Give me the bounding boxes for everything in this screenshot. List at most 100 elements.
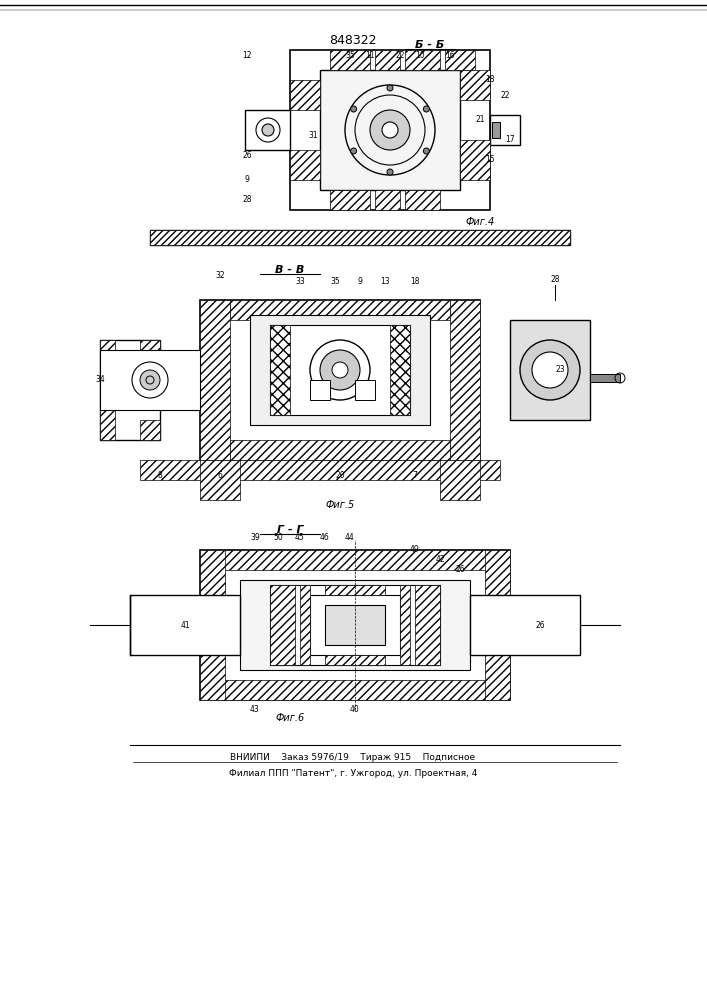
Text: 15: 15 — [485, 155, 495, 164]
Bar — [200, 300, 230, 460]
Bar — [245, 110, 290, 150]
Text: 44: 44 — [345, 532, 355, 542]
Text: 49: 49 — [410, 546, 420, 554]
Text: 8: 8 — [158, 471, 163, 480]
Circle shape — [332, 362, 348, 378]
Bar — [325, 585, 385, 595]
Bar — [330, 190, 370, 210]
Bar — [325, 655, 385, 665]
Text: Фиг.4: Фиг.4 — [465, 217, 495, 227]
Text: Фиг.5: Фиг.5 — [325, 500, 355, 510]
Text: 40: 40 — [350, 706, 360, 714]
Bar — [140, 340, 160, 360]
Text: 20: 20 — [335, 471, 345, 480]
Circle shape — [320, 350, 360, 390]
Bar — [485, 550, 510, 700]
Text: 50: 50 — [273, 532, 283, 542]
Text: 31: 31 — [308, 130, 318, 139]
Bar — [460, 140, 490, 180]
Text: 16: 16 — [445, 50, 455, 60]
Text: 26: 26 — [455, 566, 464, 574]
Bar — [470, 595, 580, 655]
Text: 9: 9 — [245, 176, 250, 184]
Bar — [490, 115, 520, 145]
Text: 43: 43 — [250, 706, 260, 714]
Bar — [100, 340, 160, 440]
Text: 17: 17 — [506, 135, 515, 144]
Bar — [200, 550, 225, 700]
Circle shape — [520, 340, 580, 400]
Text: 35: 35 — [330, 277, 340, 286]
Bar — [200, 550, 510, 700]
Text: Филиал ППП "Патент", г. Ужгород, ул. Проектная, 4: Филиал ППП "Патент", г. Ужгород, ул. Про… — [229, 770, 477, 778]
Bar — [200, 680, 510, 700]
Text: 35: 35 — [345, 50, 355, 60]
Text: 23: 23 — [555, 365, 565, 374]
Bar — [290, 50, 490, 210]
Bar — [400, 585, 410, 665]
Text: 26: 26 — [535, 620, 545, 630]
Text: 28: 28 — [550, 275, 560, 284]
Bar — [240, 580, 470, 670]
Bar — [492, 122, 500, 138]
Text: 21: 21 — [475, 115, 485, 124]
Bar — [230, 440, 450, 460]
Text: 18: 18 — [410, 277, 420, 286]
Bar — [590, 374, 620, 382]
Circle shape — [387, 85, 393, 91]
Text: 848322: 848322 — [329, 33, 377, 46]
Text: ВНИИПИ    Заказ 5976/19    Тираж 915    Подписное: ВНИИПИ Заказ 5976/19 Тираж 915 Подписное — [230, 754, 476, 762]
Bar — [270, 325, 410, 415]
Bar — [290, 150, 320, 180]
Bar — [310, 595, 400, 655]
Bar — [460, 70, 490, 100]
Bar — [200, 460, 240, 500]
Bar — [290, 80, 320, 110]
Bar — [270, 585, 440, 665]
Bar — [320, 70, 460, 190]
Text: 6: 6 — [218, 471, 223, 480]
Text: 22: 22 — [395, 50, 404, 60]
Circle shape — [423, 106, 429, 112]
Bar — [300, 585, 310, 665]
Text: В - В: В - В — [275, 265, 305, 275]
Bar — [325, 605, 385, 645]
Bar — [200, 300, 480, 460]
Text: 26: 26 — [243, 150, 252, 159]
Bar — [510, 320, 590, 420]
Text: 34: 34 — [95, 375, 105, 384]
Text: 42: 42 — [436, 556, 445, 564]
Bar — [405, 50, 440, 70]
Bar — [445, 50, 475, 70]
Bar — [270, 585, 295, 665]
Bar — [150, 230, 570, 245]
Bar — [405, 190, 440, 210]
Text: 13: 13 — [380, 277, 390, 286]
Text: 28: 28 — [243, 196, 252, 205]
Text: 9: 9 — [358, 277, 363, 286]
Text: 22: 22 — [501, 91, 510, 100]
Bar — [200, 550, 510, 570]
Text: 41: 41 — [180, 620, 189, 630]
Circle shape — [532, 352, 568, 388]
Text: Г - Г: Г - Г — [276, 525, 303, 535]
Bar — [250, 315, 430, 425]
Text: Фиг.6: Фиг.6 — [275, 713, 305, 723]
Text: 10: 10 — [415, 50, 425, 60]
Text: 45: 45 — [295, 532, 305, 542]
Bar — [440, 460, 480, 500]
Bar — [450, 300, 480, 460]
Text: 7: 7 — [413, 471, 417, 480]
Bar — [150, 230, 570, 245]
Circle shape — [140, 370, 160, 390]
Bar — [375, 190, 400, 210]
Circle shape — [351, 106, 356, 112]
Bar — [415, 585, 440, 665]
Circle shape — [351, 148, 356, 154]
Circle shape — [262, 124, 274, 136]
Bar — [130, 595, 240, 655]
Text: 33: 33 — [295, 277, 305, 286]
Text: 18: 18 — [485, 76, 495, 85]
Bar — [310, 380, 330, 400]
Text: 11: 11 — [366, 50, 375, 60]
